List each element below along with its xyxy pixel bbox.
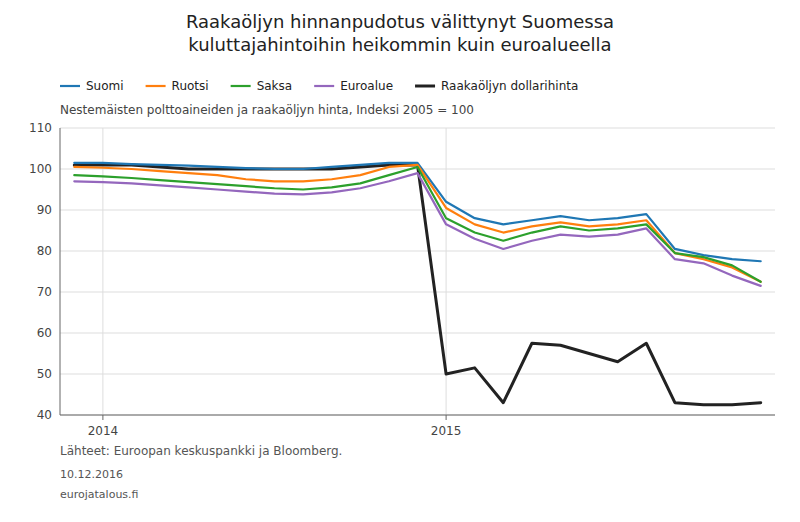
annotation: 10.12.2016 — [60, 468, 123, 481]
y-grid-line — [60, 128, 775, 129]
y-grid-line — [60, 210, 775, 211]
x-tick-label: 2014 — [88, 424, 119, 438]
legend-swatch — [314, 85, 334, 87]
y-grid-line — [60, 333, 775, 334]
series-line — [74, 173, 760, 286]
series-line — [74, 163, 760, 261]
y-grid-line — [60, 374, 775, 375]
legend-label: Saksa — [257, 79, 293, 93]
x-tick — [102, 415, 103, 420]
legend-label: Suomi — [86, 79, 124, 93]
subtitle: Nestemäisten polttoaineiden ja raakaöljy… — [60, 103, 474, 117]
y-grid-line — [60, 415, 775, 416]
x-tick-label: 2015 — [431, 424, 462, 438]
x-tick — [446, 415, 447, 420]
annotation: eurojatalous.fi — [60, 488, 139, 501]
y-grid-line — [60, 292, 775, 293]
x-axis — [60, 415, 775, 416]
series-line — [74, 165, 760, 282]
legend-swatch — [231, 85, 251, 87]
annotation: Lähteet: Euroopan keskuspankki ja Bloomb… — [60, 444, 342, 458]
y-tick-label: 50 — [37, 367, 52, 381]
y-tick-label: 40 — [37, 408, 52, 422]
series-line — [74, 167, 760, 282]
grid — [60, 128, 775, 415]
legend-swatch — [415, 85, 435, 88]
y-tick-label: 90 — [37, 203, 52, 217]
series-line — [74, 165, 760, 405]
legend-swatch — [60, 85, 80, 87]
y-axis — [60, 128, 61, 415]
y-tick-label: 110 — [29, 121, 52, 135]
legend: Suomi Ruotsi Saksa Euroalue Raakaöljyn dolla… — [60, 79, 578, 93]
legend-label: Euroalue — [340, 79, 393, 93]
legend-swatch — [146, 85, 166, 87]
y-tick-label: 100 — [29, 162, 52, 176]
legend-label: Ruotsi — [172, 79, 209, 93]
x-grid-line — [102, 128, 103, 415]
chart: Raakaöljyn hinnanpudotus välittynyt Suom… — [0, 0, 800, 522]
legend-label: Raakaöljyn dollarihinta — [441, 79, 578, 93]
title: Raakaöljyn hinnanpudotus välittynyt Suom… — [186, 11, 614, 55]
y-tick-label: 60 — [37, 326, 52, 340]
y-tick-label: 70 — [37, 285, 52, 299]
lines — [74, 163, 760, 405]
y-tick-label: 80 — [37, 244, 52, 258]
